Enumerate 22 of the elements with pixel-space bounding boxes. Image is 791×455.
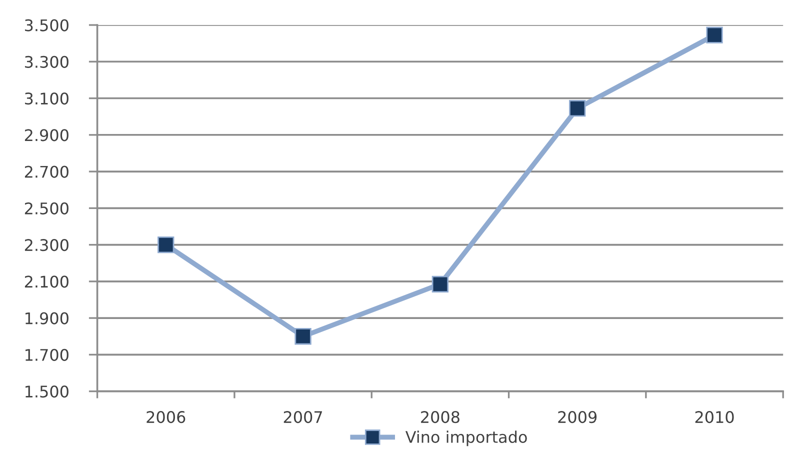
y-tick-label: 2.700 [24, 166, 68, 178]
y-tick-label: 1.900 [26, 312, 68, 324]
x-tick-label: 2010 [695, 411, 734, 424]
point [706, 26, 723, 44]
x-tick-label: 2009 [558, 411, 597, 424]
y-tick-label: 2.900 [24, 129, 68, 142]
x-tick-label: 2006 [146, 411, 186, 424]
point [569, 100, 586, 117]
y-tick-label: 1.700 [26, 348, 68, 361]
point [432, 276, 449, 292]
point [294, 328, 312, 345]
y-tick-label: 3.500 [25, 19, 68, 32]
y-tick-label: 2.500 [24, 202, 68, 214]
legend-label: Vino importado [405, 430, 527, 446]
y-tick-label: 2.300 [24, 239, 68, 252]
y-tick-label: 3.100 [25, 92, 68, 105]
y-tick-label: 2.100 [24, 276, 68, 288]
x-tick-label: 2008 [421, 411, 460, 424]
y-tick-label: 3.300 [25, 56, 68, 68]
x-tick-label: 2007 [284, 411, 322, 424]
y-tick-label: 1.500 [26, 386, 68, 398]
point [158, 236, 174, 254]
